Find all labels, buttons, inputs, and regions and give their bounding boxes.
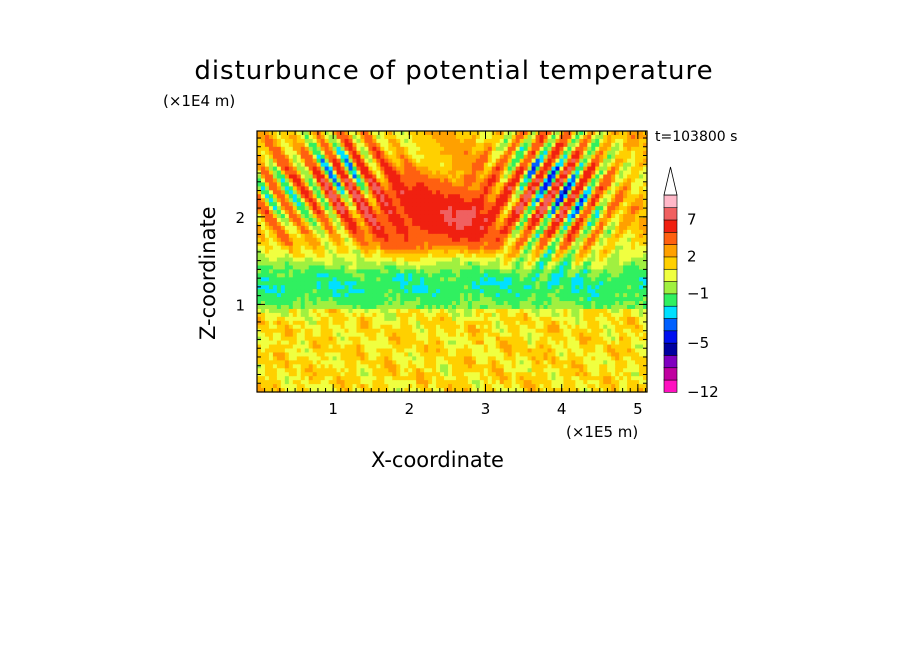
colorbar-swatch bbox=[663, 256, 678, 270]
x-tick-label: 1 bbox=[328, 400, 338, 418]
x-tick-label: 2 bbox=[405, 400, 415, 418]
colorbar-swatch bbox=[663, 231, 678, 245]
colorbar-label: −1 bbox=[687, 285, 709, 303]
colorbar-swatch bbox=[663, 219, 678, 233]
colorbar-swatch bbox=[663, 207, 678, 221]
colorbar-extend-arrow bbox=[663, 166, 678, 196]
colorbar-swatch bbox=[663, 317, 678, 332]
colorbar-swatch bbox=[663, 243, 678, 258]
x-axis-label: X-coordinate bbox=[371, 448, 504, 472]
colorbar-swatch bbox=[663, 305, 678, 319]
colorbar-label: 7 bbox=[687, 211, 697, 229]
colorbar-swatch bbox=[663, 342, 678, 356]
colorbar-swatch bbox=[663, 379, 678, 393]
y-axis-unit: (×1E4 m) bbox=[163, 92, 236, 110]
y-tick-label: 1 bbox=[235, 296, 245, 314]
colorbar-swatch bbox=[663, 293, 678, 307]
y-tick-label: 2 bbox=[235, 209, 245, 227]
x-tick-label: 3 bbox=[481, 400, 491, 418]
colorbar-swatch bbox=[663, 268, 678, 282]
x-tick-label: 5 bbox=[633, 400, 643, 418]
colorbar-label: 2 bbox=[687, 248, 697, 266]
colorbar-label: −5 bbox=[687, 334, 709, 352]
colorbar-swatch bbox=[663, 280, 678, 295]
colorbar-swatch bbox=[663, 330, 678, 344]
colorbar-swatch bbox=[663, 194, 678, 209]
colorbar-swatch bbox=[663, 354, 678, 369]
plot-frame bbox=[256, 130, 648, 393]
colorbar-label: −12 bbox=[687, 383, 719, 401]
x-tick-label: 4 bbox=[557, 400, 567, 418]
x-axis-unit: (×1E5 m) bbox=[566, 423, 639, 441]
colorbar-swatch bbox=[663, 367, 678, 381]
chart-title: disturbunce of potential temperature bbox=[194, 56, 714, 86]
time-stamp: t=103800 s bbox=[655, 129, 738, 145]
contour-fill bbox=[257, 131, 648, 393]
